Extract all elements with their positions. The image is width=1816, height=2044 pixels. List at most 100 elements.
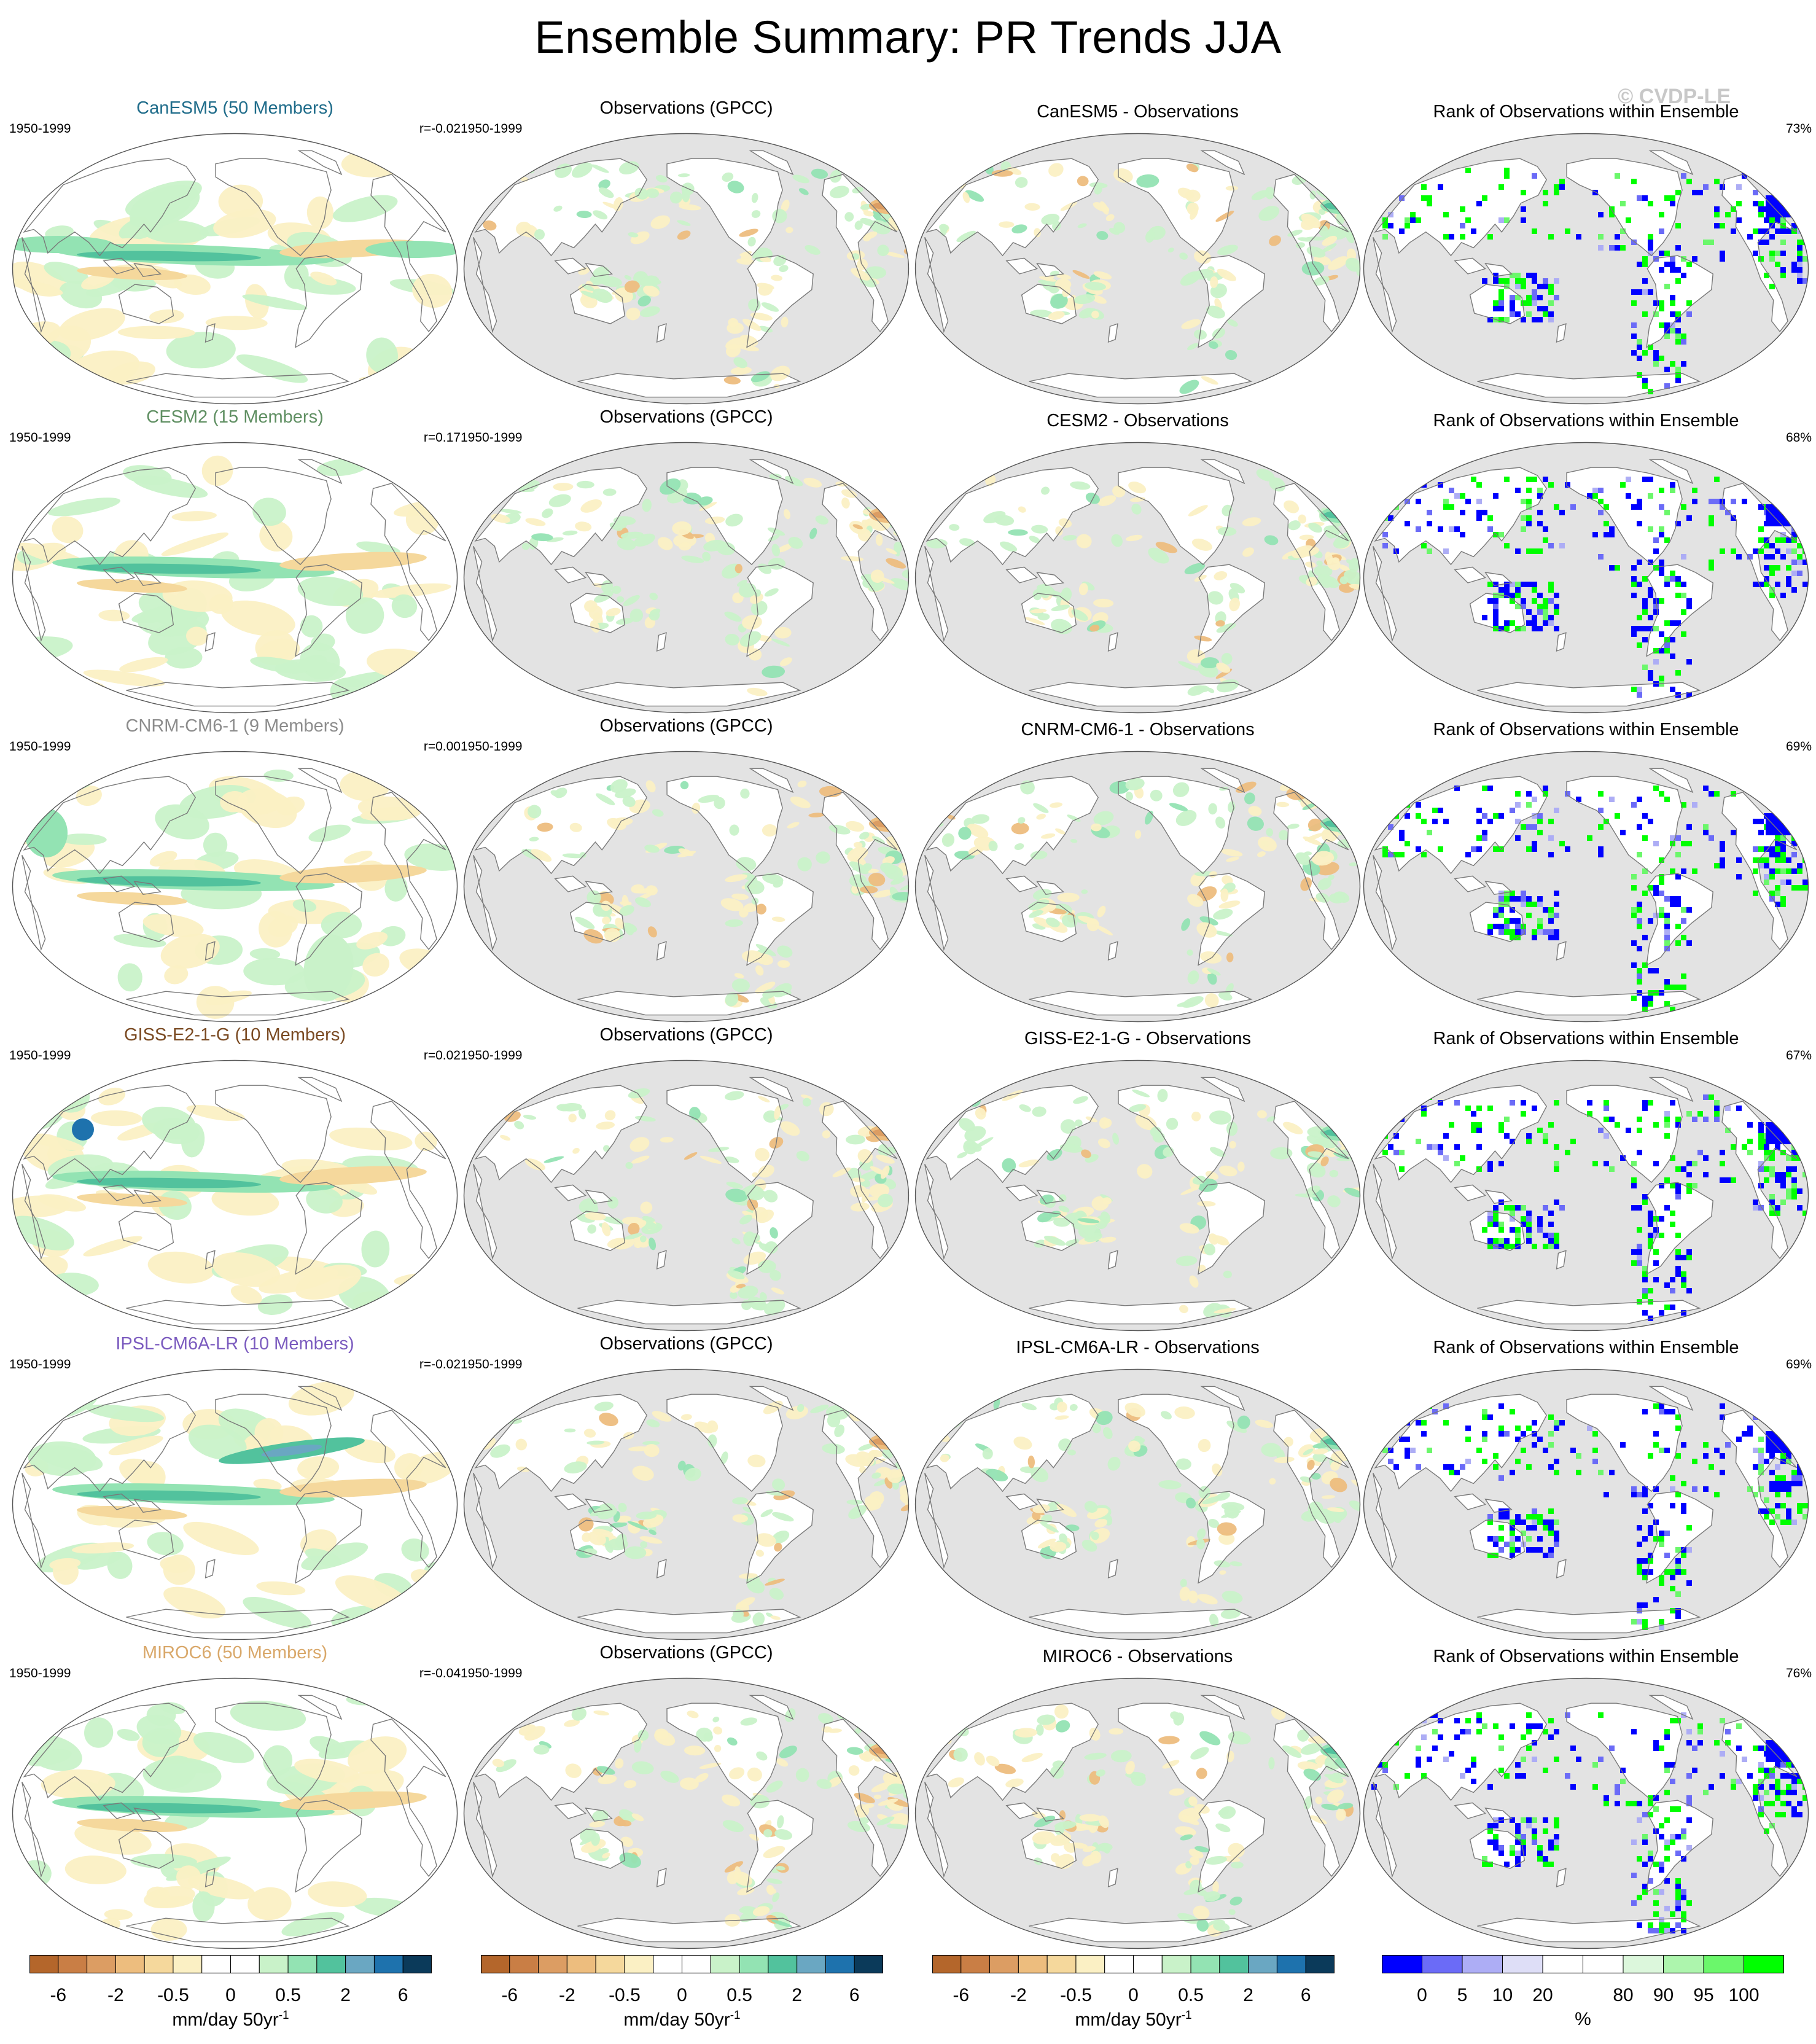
panel-diff-cesm2: CESM2 - Observations [912,407,1363,717]
panel-title: CESM2 - Observations [1046,411,1229,431]
panel-diff-giss-e2-1-g: GISS-E2-1-G - Observations [912,1025,1363,1335]
colorbar-box [825,1955,855,1973]
colorbar-box [768,1955,798,1973]
colorbar-box [739,1955,769,1973]
panel-diff-canesm5: CanESM5 - Observations [912,98,1363,408]
colorbar-units: mm/day 50yr-1 [623,2009,741,2030]
colorbar-box [58,1955,88,1973]
coastlines [1373,1386,1798,1634]
coastlines [473,150,898,398]
globe-outline [463,442,910,714]
globe-outline [914,133,1361,405]
panel-rank-cesm2: Rank of Observations within Ensemble 68% [1360,407,1812,717]
colorbar-boxes [481,1955,883,1973]
map [463,1368,910,1640]
colorbar-box [1583,1955,1624,1973]
globe-outline [914,442,1361,714]
panel-title: Observations (GPCC) [599,716,773,736]
colorbar-box [1161,1955,1191,1973]
colorbar-box [402,1955,432,1973]
coastlines [21,459,446,707]
period-label: 1950-1999 [461,1666,523,1680]
panel-title: Observations (GPCC) [599,1643,773,1663]
obs-trend-field [473,1695,909,1942]
globe-outline [1363,133,1809,405]
globe-background [12,133,458,404]
colorbar-box [538,1955,567,1973]
globe-outline [1363,751,1809,1023]
panel-rank-giss-e2-1-g: Rank of Observations within Ensemble 67% [1360,1025,1812,1335]
map [1363,1368,1809,1640]
colorbar-tick-label: -2 [107,1985,124,2005]
colorbar-units: mm/day 50yr-1 [1075,2009,1192,2030]
colorbar-box [1248,1955,1277,1973]
globe-outline [12,751,458,1023]
correlation-label: r=0.00 [423,739,461,754]
panel-obs-ipsl-cm6a-lr: Observations (GPCC) 1950-1999 [461,1334,912,1644]
colorbar-tick-label: 95 [1693,1985,1714,2005]
period-label: 1950-1999 [461,1048,523,1063]
colorbar-box [797,1955,826,1973]
globe-outline [463,133,910,405]
colorbar-box [1219,1955,1249,1973]
period-label: 1950-1999 [461,1357,523,1371]
coastlines [924,459,1349,707]
panel-rank-cnrm-cm6-1: Rank of Observations within Ensemble 69% [1360,716,1812,1026]
coastlines [473,459,898,707]
colorbar-box [989,1955,1019,1973]
colorbar-box [373,1955,403,1973]
globe-outline [12,1368,458,1640]
colorbar-box [230,1955,260,1973]
globe-outline [914,1677,1361,1949]
panel-diff-ipsl-cm6a-lr: IPSL-CM6A-LR - Observations [912,1334,1363,1644]
colorbar-box [624,1955,654,1973]
coastlines [21,768,446,1016]
colorbar-tick-label: 0.5 [275,1985,301,2005]
coastlines [1373,459,1798,707]
panel-title: CNRM-CM6-1 (9 Members) [125,716,345,736]
period-label: 1950-1999 [9,1357,71,1371]
colorbar-box [173,1955,203,1973]
colorbar-box [1305,1955,1335,1973]
colorbar-box [316,1955,346,1973]
panel-model-miroc6: MIROC6 (50 Members) 1950-1999 r=-0.04 [9,1643,461,1953]
coastlines [473,768,898,1016]
period-label: 1950-1999 [9,431,71,445]
map [12,442,458,714]
colorbar-box [710,1955,740,1973]
map [463,1677,910,1949]
colorbar-box [961,1955,991,1973]
globe-outline [914,751,1361,1023]
colorbar-box [1542,1955,1583,1973]
period-label: 1950-1999 [9,1048,71,1063]
rank-field [1371,1695,1809,1942]
obs-trend-field [473,459,909,706]
panel-title: IPSL-CM6A-LR (10 Members) [115,1334,354,1354]
panel-obs-miroc6: Observations (GPCC) 1950-1999 [461,1643,912,1953]
colorbar-box [1744,1955,1784,1973]
watermark: © CVDP-LE [1618,85,1731,108]
map [914,1677,1361,1949]
correlation-label: r=-0.02 [419,1357,461,1371]
globe-outline [12,1677,458,1949]
colorbar-tick-label: 0 [225,1985,236,2005]
colorbar-tick-label: -6 [953,1985,970,2005]
globe-outline [1363,1368,1809,1640]
panel-title: GISS-E2-1-G - Observations [1024,1029,1252,1048]
globe-outline [1363,1677,1809,1949]
rank-colorbar: 0 5 10 20 80 90 95 100% [1382,1955,1784,2041]
colorbar-box [259,1955,289,1973]
colorbar-boxes [932,1955,1335,1973]
panel-title: CNRM-CM6-1 - Observations [1021,720,1255,739]
period-label: 1950-1999 [9,739,71,754]
colorbar-box [1190,1955,1220,1973]
panel-title: Rank of Observations within Ensemble [1433,720,1739,739]
period-label: 1950-1999 [461,739,523,754]
coastlines [1373,1695,1798,1943]
panel-obs-cesm2: Observations (GPCC) 1950-1999 [461,407,912,717]
globe-outline [914,1368,1361,1640]
panel-model-cnrm-cm6-1: CNRM-CM6-1 (9 Members) 1950-1999 r=0.00 [9,716,461,1026]
colorbar-tick-label: 6 [397,1985,408,2005]
correlation-label: r=-0.04 [419,1666,461,1680]
coastlines [924,1695,1349,1943]
